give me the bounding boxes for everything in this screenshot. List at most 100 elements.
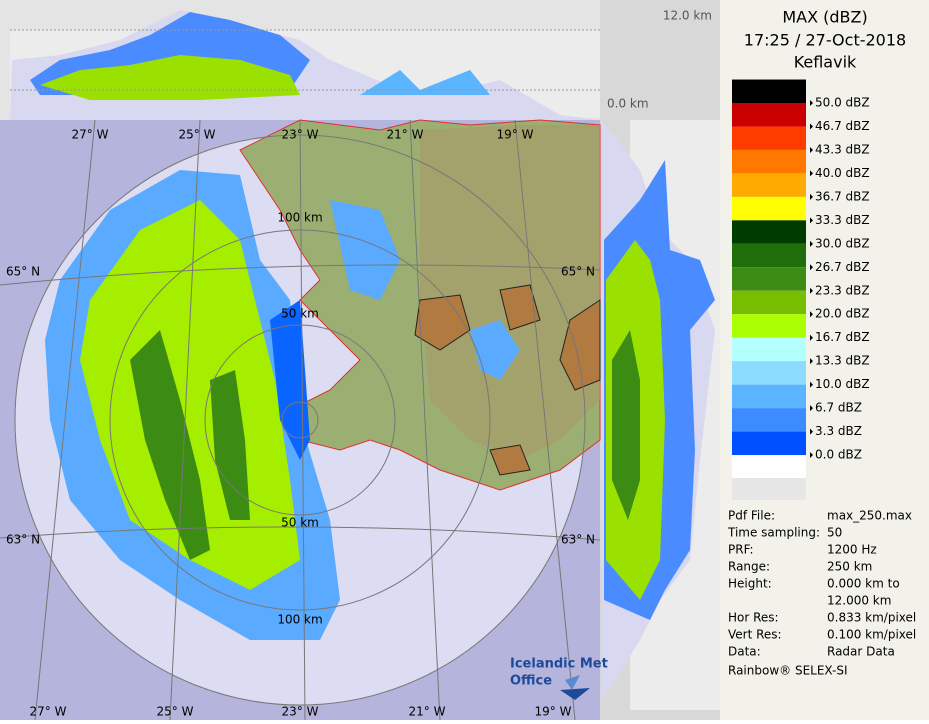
legend-label: 46.7 dBZ (815, 119, 870, 133)
legend-swatch (732, 361, 806, 385)
legend-label: 23.3 dBZ (815, 283, 870, 297)
legend-swatch (732, 243, 806, 268)
section-echo (360, 70, 490, 95)
latitude-label: 65° N (561, 265, 595, 279)
longitude-label: 21° W (387, 128, 424, 142)
legend-pointer (810, 334, 813, 341)
info-key: Height: (728, 577, 772, 591)
range-label: 100 km (277, 211, 322, 225)
logo-mark (560, 675, 590, 700)
info-key: PRF: (728, 543, 754, 557)
legend-pointer (810, 264, 813, 271)
title: MAX (dBZ) (782, 8, 867, 27)
height-bottom-label: 0.0 km (607, 97, 649, 111)
longitude-label: 19° W (535, 705, 572, 719)
legend-pointer (810, 146, 813, 153)
legend-label: 33.3 dBZ (815, 213, 870, 227)
legend-label: 20.0 dBZ (815, 307, 870, 321)
legend-swatch (732, 196, 806, 221)
range-label: 100 km (277, 613, 322, 627)
legend-swatch (732, 220, 806, 244)
info-value: 0.000 km to (827, 577, 900, 591)
footer: Rainbow® SELEX-SI (728, 664, 848, 678)
longitude-line (514, 119, 576, 721)
info-value: Radar Data (827, 645, 895, 659)
longitude-label: 25° W (179, 128, 216, 142)
legend-swatch (732, 314, 806, 338)
legend-pointer (810, 311, 813, 318)
legend-label: 30.0 dBZ (815, 236, 870, 250)
legend-label: 3.3 dBZ (815, 424, 862, 438)
legend-label: 10.0 dBZ (815, 377, 870, 391)
legend-pointer (810, 123, 813, 130)
section-echo (612, 330, 640, 520)
legend-pointer (810, 170, 813, 177)
info-value: max_250.max (827, 509, 912, 523)
legend-label: 26.7 dBZ (815, 260, 870, 274)
latitude-label: 63° N (561, 533, 595, 547)
glacier (414, 294, 471, 351)
echo (470, 320, 520, 380)
echo (130, 330, 210, 560)
longitude-label: 23° W (282, 705, 319, 719)
legend-swatch (732, 79, 806, 103)
legend-label: 40.0 dBZ (815, 166, 870, 180)
latitude-label: 63° N (6, 533, 40, 547)
info-key: Data: (728, 645, 761, 659)
range-ring (109, 229, 491, 611)
latitude-label: 65° N (6, 265, 40, 279)
legend-label: 6.7 dBZ (815, 401, 862, 415)
longitude-label: 19° W (497, 128, 534, 142)
longitude-line (299, 119, 306, 721)
echo (330, 200, 400, 300)
legend-pointer (810, 217, 813, 224)
legend-swatch (732, 173, 806, 197)
legend-swatch (732, 149, 806, 174)
legend-pointer (810, 100, 813, 106)
glacier (499, 284, 541, 331)
info-key: Range: (728, 560, 770, 574)
glacier (489, 444, 531, 476)
info-key: Time sampling: (727, 526, 820, 540)
legend-swatch (732, 126, 806, 150)
legend-swatch (732, 384, 806, 409)
legend-swatch (732, 103, 806, 127)
longitude-label: 27° W (72, 128, 109, 142)
legend-pointer (810, 240, 813, 247)
info-key: Hor Res: (728, 611, 779, 625)
section-echo (40, 55, 300, 100)
latitude-line (0, 526, 601, 541)
range-rings (0, 119, 601, 721)
info-key: Pdf File: (728, 509, 775, 523)
legend-swatch (732, 337, 806, 362)
legend-label: 50.0 dBZ (815, 96, 870, 110)
logo-text: Office (510, 674, 552, 689)
glacier (559, 299, 601, 391)
legend-swatch-none (732, 455, 806, 478)
info-value: 50 (827, 526, 842, 540)
legend-swatch-transparent (732, 478, 806, 500)
legend-pointer (810, 358, 813, 365)
logo-shape (560, 688, 590, 700)
echo (270, 300, 310, 460)
legend-label: 13.3 dBZ (815, 354, 870, 368)
legend-label: 16.7 dBZ (815, 330, 870, 344)
range-ring (281, 401, 319, 439)
info-value: 0.833 km/pixel (827, 611, 916, 625)
range-label: 50 km (281, 516, 319, 530)
range-ring (204, 324, 396, 516)
timestamp: 17:25 / 27-Oct-2018 (744, 31, 906, 50)
legend-pointer (810, 428, 813, 435)
echo (210, 370, 250, 520)
legend-pointer (810, 381, 813, 388)
site-name: Keflavik (794, 53, 857, 72)
info-value: 1200 Hz (827, 543, 877, 557)
legend-swatch (732, 408, 806, 432)
longitude-label: 23° W (282, 128, 319, 142)
range-label: 50 km (281, 307, 319, 321)
info-value: 0.100 km/pixel (827, 628, 916, 642)
longitude-label: 27° W (30, 705, 67, 719)
legend-swatch (732, 290, 806, 315)
info-value: 12.000 km (827, 594, 891, 608)
